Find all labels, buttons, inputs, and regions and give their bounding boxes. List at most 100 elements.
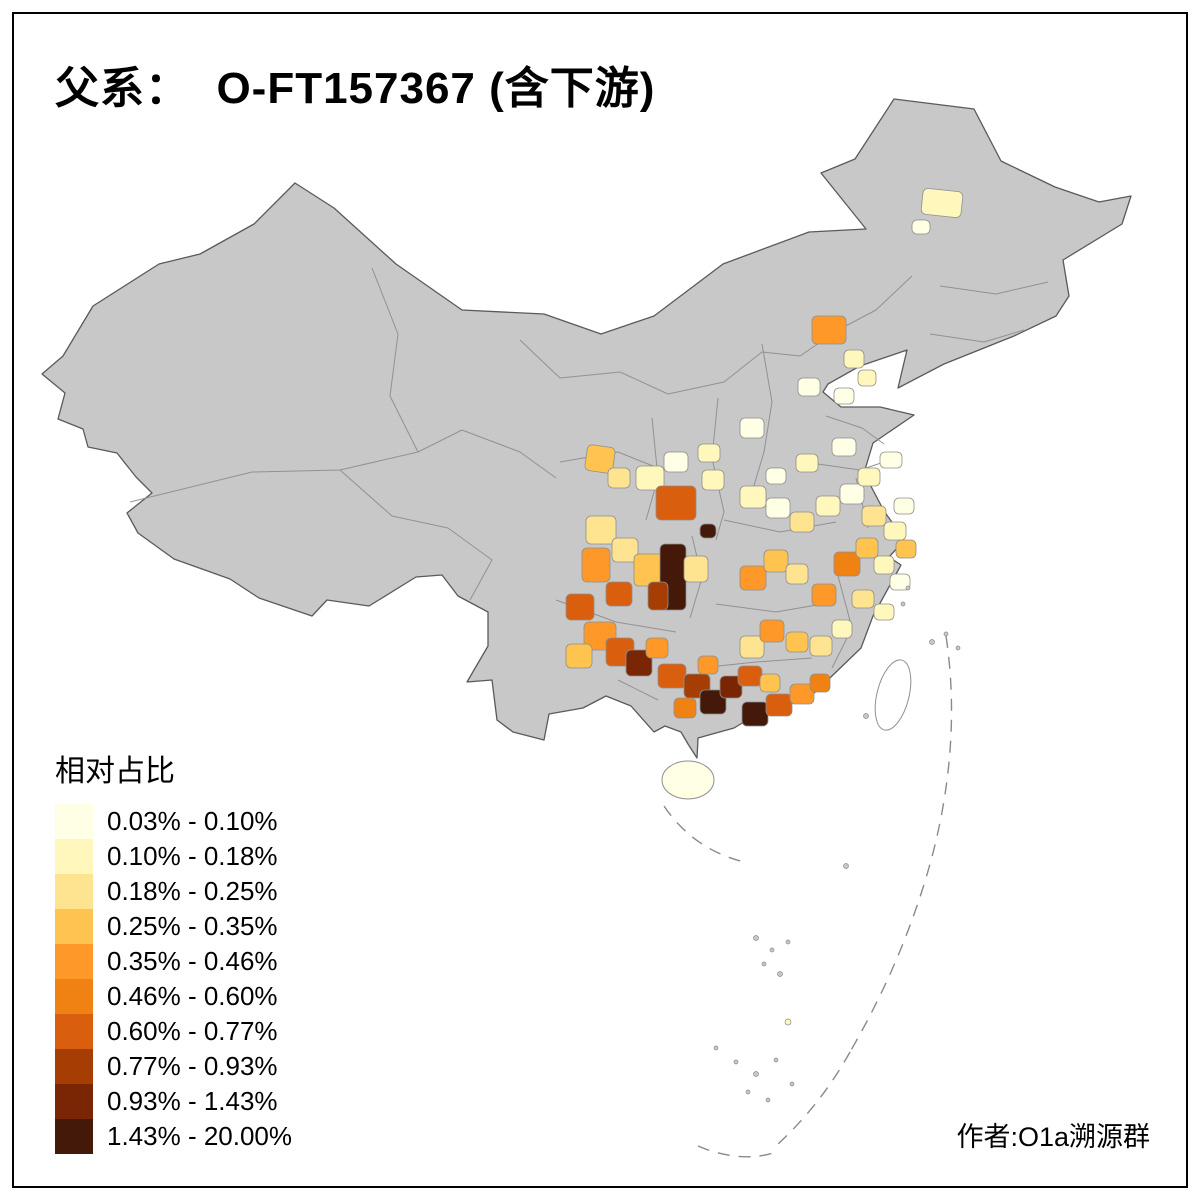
map-region-patch <box>607 467 631 489</box>
map-region-patch <box>833 387 855 405</box>
legend-item: 0.25% - 0.35% <box>55 909 292 944</box>
map-region-patch <box>855 537 879 559</box>
legend-label: 0.25% - 0.35% <box>107 911 278 941</box>
legend-color-swatch <box>55 909 93 944</box>
map-region-patch <box>809 673 831 693</box>
map-region-patch <box>920 188 964 218</box>
legend-title: 相对占比 <box>55 755 175 788</box>
map-region-patch <box>657 663 687 689</box>
map-region-patch <box>831 619 853 639</box>
taiwan-island <box>874 659 912 731</box>
legend-color-swatch <box>55 1049 93 1084</box>
map-region-patch <box>879 451 903 469</box>
legend-item: 0.18% - 0.25% <box>55 874 292 909</box>
legend-label: 0.10% - 0.18% <box>107 841 278 871</box>
legend-label: 0.18% - 0.25% <box>107 876 278 906</box>
map-region-patch <box>789 683 815 705</box>
legend: 相对占比 0.03% - 0.10% 0.10% - 0.18% 0.18% - 0… <box>55 746 292 1154</box>
map-region-patch <box>759 619 785 643</box>
legend-item: 0.03% - 0.10% <box>55 804 292 839</box>
map-region-patch <box>611 537 639 563</box>
legend-item: 0.77% - 0.93% <box>55 1049 292 1084</box>
legend-color-swatch <box>55 979 93 1014</box>
map-region-patch <box>645 637 669 659</box>
legend-label: 0.77% - 0.93% <box>107 1051 278 1081</box>
map-region-patch <box>765 693 793 717</box>
map-region-patch <box>873 603 895 621</box>
map-region-patch <box>873 555 895 575</box>
map-region-patch <box>893 497 915 515</box>
legend-item: 0.46% - 0.60% <box>55 979 292 1014</box>
map-region-patch <box>683 555 709 583</box>
legend-label: 0.35% - 0.46% <box>107 946 278 976</box>
legend-item: 1.43% - 20.00% <box>55 1119 292 1154</box>
map-region-patch <box>565 643 593 669</box>
legend-color-swatch <box>55 874 93 909</box>
map-region-patch <box>763 549 789 573</box>
map-region-patch <box>843 349 865 369</box>
legend-color-swatch <box>55 944 93 979</box>
map-region-patch <box>739 635 765 659</box>
map-region-patch <box>765 497 791 519</box>
map-region-patch <box>655 485 697 521</box>
map-region-patch <box>815 495 841 517</box>
map-region-patch <box>739 565 767 591</box>
map-region-patch <box>605 581 633 607</box>
map-region-patch <box>635 465 665 491</box>
legend-color-swatch <box>55 804 93 839</box>
map-region-patch <box>584 444 616 474</box>
legend-label: 0.93% - 1.43% <box>107 1086 278 1116</box>
hainan-island <box>661 760 715 800</box>
legend-label: 0.03% - 0.10% <box>107 806 278 836</box>
legend-color-swatch <box>55 839 93 874</box>
legend-color-swatch <box>55 1014 93 1049</box>
map-region-patch <box>625 649 653 677</box>
legend-item: 0.93% - 1.43% <box>55 1084 292 1119</box>
map-region-patch <box>663 451 689 473</box>
map-region-patch <box>697 655 719 675</box>
map-region-patch <box>857 369 877 387</box>
map-region-patch <box>795 453 819 473</box>
map-region-patch <box>647 581 669 611</box>
map-region-patch <box>831 437 857 457</box>
map-region-patch <box>809 635 833 657</box>
map-region-patch <box>785 563 809 585</box>
sea-dashed-boundary <box>663 635 953 1158</box>
legend-color-swatch <box>55 1119 93 1154</box>
map-region-patch <box>811 583 837 607</box>
map-region-patch <box>581 547 611 583</box>
map-region-patch <box>699 689 727 715</box>
author-credit: 作者:O1a溯源群 <box>956 1122 1150 1152</box>
map-region-patch <box>789 511 815 533</box>
legend-item: 0.10% - 0.18% <box>55 839 292 874</box>
map-region-patch <box>585 515 617 545</box>
sea-islands <box>713 585 961 1103</box>
legend-label: 1.43% - 20.00% <box>107 1121 293 1151</box>
map-region-patch <box>701 469 725 491</box>
legend-items: 0.03% - 0.10% 0.10% - 0.18% 0.18% - 0.25% 0… <box>55 804 292 1154</box>
map-region-patch <box>811 315 847 345</box>
legend-label: 0.46% - 0.60% <box>107 981 278 1011</box>
map-region-patch <box>895 539 917 559</box>
legend-color-swatch <box>55 1084 93 1119</box>
legend-item: 0.60% - 0.77% <box>55 1014 292 1049</box>
map-region-patch <box>883 521 907 541</box>
map-region-patch <box>785 631 809 653</box>
choropleth-patches <box>565 188 964 727</box>
map-region-patch <box>719 675 743 699</box>
map-region-patch <box>765 467 787 485</box>
map-region-patch <box>697 443 721 463</box>
map-region-patch <box>911 219 931 235</box>
map-region-patch <box>739 485 767 509</box>
map-region-patch <box>565 593 595 621</box>
map-region-patch <box>673 697 697 719</box>
map-region-patch <box>699 523 717 539</box>
map-region-patch <box>889 573 911 591</box>
map-region-patch <box>739 417 765 439</box>
map-title: 父系： O-FT157367 (含下游) <box>55 64 656 113</box>
map-region-patch <box>857 467 881 487</box>
legend-item: 0.35% - 0.46% <box>55 944 292 979</box>
map-region-patch <box>839 483 865 505</box>
